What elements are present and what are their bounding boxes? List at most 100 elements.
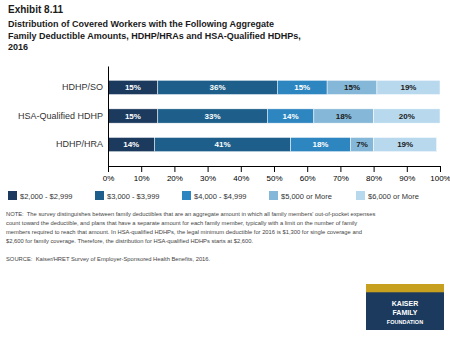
subtitle: Distribution of Covered Workers with the… xyxy=(8,19,301,52)
x-axis: 0% 10% 20% 30% 40% 50% 60% 70% 80% 90% 100% xyxy=(103,166,450,183)
logo-text: FOUNDATION xyxy=(387,319,423,325)
x-tick: 40% xyxy=(233,166,249,183)
legend-label: $2,000 - $2,999 xyxy=(20,192,73,201)
data-label: 20% xyxy=(399,112,415,121)
logo-background xyxy=(366,284,444,330)
legend-item: $5,000 or More xyxy=(269,191,332,201)
x-tick-mark xyxy=(141,166,142,172)
bar-segment xyxy=(350,137,373,151)
x-tick-mark xyxy=(440,166,441,172)
x-tick-label: 40% xyxy=(233,174,249,183)
subtitle-line: 2016 xyxy=(8,42,28,52)
legend-swatch xyxy=(182,191,191,200)
source: SOURCE: Kaiser/HRET Survey of Employer-S… xyxy=(6,256,211,262)
legend-item: $2,000 - $2,999 xyxy=(8,191,73,201)
x-tick: 60% xyxy=(300,166,316,183)
subtitle-line: Family Deductible Amounts, HDHP/HRAs and… xyxy=(8,31,301,41)
data-label: 14% xyxy=(123,140,139,149)
x-tick-label: 70% xyxy=(333,174,349,183)
note: $2,600 for family coverage. Therefore, t… xyxy=(6,238,253,244)
logo: KAISERFAMILYFOUNDATION xyxy=(366,284,444,330)
y-tick-label: HDHP/HRA xyxy=(56,139,103,149)
legend-item: $3,000 - $3,999 xyxy=(95,191,160,201)
bar-segment xyxy=(374,109,440,123)
subtitle-line: Distribution of Covered Workers with the… xyxy=(8,19,274,29)
title: Exhibit 8.11 xyxy=(8,4,63,15)
legend-label: $6,000 or More xyxy=(368,192,419,201)
data-label: 15% xyxy=(125,112,141,121)
x-tick: 80% xyxy=(366,166,382,183)
x-tick: 70% xyxy=(333,166,349,183)
x-tick-mark xyxy=(274,166,275,172)
bar-segment xyxy=(327,80,377,94)
x-tick: 90% xyxy=(399,166,415,183)
data-label: 15% xyxy=(344,83,360,92)
x-tick-label: 0% xyxy=(103,174,115,183)
bar-segment xyxy=(158,109,268,123)
x-tick-label: 100% xyxy=(430,174,450,183)
data-label: 41% xyxy=(215,140,231,149)
legend-label: $5,000 or More xyxy=(281,192,332,201)
bar-segment xyxy=(154,137,290,151)
data-label: 15% xyxy=(294,83,310,92)
legend-swatch xyxy=(269,191,278,200)
y-tick: HDHP/HRA xyxy=(56,139,108,149)
x-tick-label: 80% xyxy=(366,174,382,183)
x-tick-mark xyxy=(108,166,109,172)
x-tick-mark xyxy=(340,166,341,172)
x-tick: 100% xyxy=(430,166,450,183)
data-label: 18% xyxy=(336,112,352,121)
legend-label: $3,000 - $3,999 xyxy=(107,192,160,201)
x-tick-mark xyxy=(208,166,209,172)
legend-item: $4,000 - $4,999 xyxy=(182,191,247,201)
logo-text: FAMILY xyxy=(392,309,417,316)
chart: Exhibit 8.11 Distribution of Covered Work… xyxy=(0,0,450,338)
bar-segment xyxy=(158,80,278,94)
data-label: 18% xyxy=(312,140,328,149)
x-tick-mark xyxy=(374,166,375,172)
data-label: 19% xyxy=(400,83,416,92)
legend-label: $4,000 - $4,999 xyxy=(194,192,247,201)
bar-segment xyxy=(108,137,154,151)
bar-segment xyxy=(314,109,374,123)
note: NOTE: The survey distinguishes between f… xyxy=(6,211,375,217)
x-tick: 20% xyxy=(167,166,183,183)
x-tick-mark xyxy=(307,166,308,172)
bar-segment xyxy=(374,137,437,151)
bar-segment xyxy=(291,137,351,151)
bar-segment xyxy=(108,109,158,123)
x-tick: 0% xyxy=(103,166,115,183)
x-tick-label: 50% xyxy=(266,174,282,183)
data-label: 19% xyxy=(397,140,413,149)
bar-segment xyxy=(267,109,313,123)
bar-segment xyxy=(277,80,327,94)
data-labels: 15% 15% 14% 36% 33% 41% 15% 14% 18% 15% 18% 7% 19% 20… xyxy=(123,83,416,149)
data-label: 7% xyxy=(356,140,368,149)
x-tick-label: 10% xyxy=(134,174,150,183)
y-axis-line xyxy=(108,67,109,167)
x-tick: 10% xyxy=(134,166,150,183)
x-tick: 30% xyxy=(200,166,216,183)
legend-item: $6,000 or More xyxy=(356,191,419,201)
y-axis: HDHP/SOHSA-Qualified HDHPHDHP/HRA xyxy=(18,67,109,167)
legend-swatch xyxy=(356,191,365,200)
data-label: 33% xyxy=(205,112,221,121)
y-tick: HDHP/SO xyxy=(62,82,108,92)
bar-segment xyxy=(377,80,440,94)
x-tick-mark xyxy=(241,166,242,172)
bars xyxy=(108,80,440,151)
y-tick-label: HDHP/SO xyxy=(62,82,103,92)
x-axis-line xyxy=(109,167,441,173)
x-tick-label: 20% xyxy=(167,174,183,183)
note: count toward the deductible, and plans t… xyxy=(6,220,357,226)
x-tick-label: 60% xyxy=(300,174,316,183)
data-label: 36% xyxy=(210,83,226,92)
bar-segment xyxy=(108,80,158,94)
x-tick-mark xyxy=(407,166,408,172)
data-label: 15% xyxy=(125,83,141,92)
x-tick-label: 90% xyxy=(399,174,415,183)
legend: $2,000 - $2,999 $3,000 - $3,999 $4,000 - $… xyxy=(8,191,419,201)
data-label: 14% xyxy=(283,112,299,121)
logo-stripe xyxy=(366,284,444,292)
legend-swatch xyxy=(8,191,17,200)
